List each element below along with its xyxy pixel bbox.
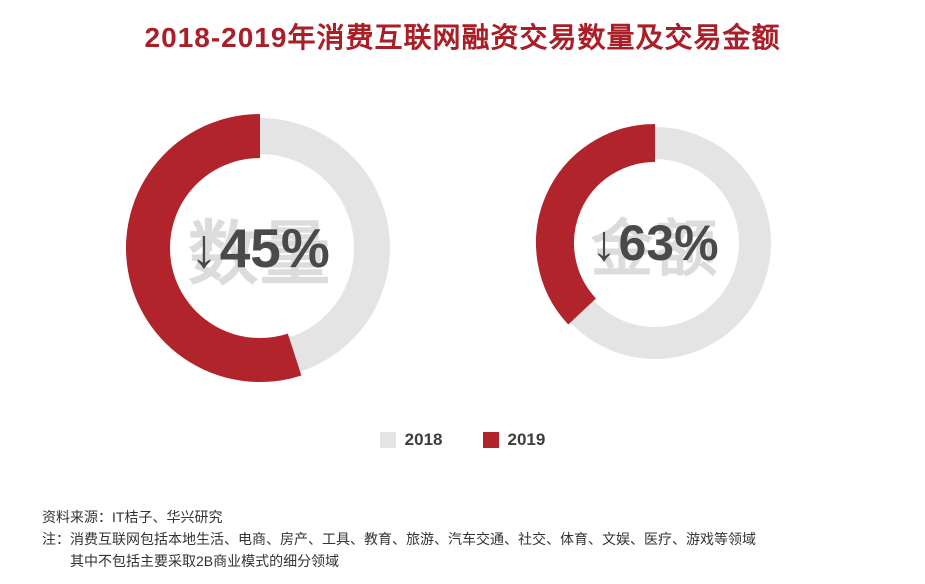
charts-row: 数量 ↓45% 金额 ↓63% [120, 108, 925, 388]
donut-chart-amount: 金额 ↓63% [530, 118, 780, 368]
donut-ring-quantity [126, 114, 390, 382]
legend-swatch-2019 [482, 432, 499, 448]
source-note: 资料来源：IT桔子、华兴研究 [42, 509, 223, 525]
legend-label-2018: 2018 [404, 430, 443, 449]
footnote-line1: 注：消费互联网包括本地生活、电商、房产、工具、教育、旅游、汽车交通、社交、体育、… [42, 531, 756, 547]
page-title: 2018-2019年消费互联网融资交易数量及交易金额 [144, 22, 781, 53]
footer: 资料来源：IT桔子、华兴研究 注：消费互联网包括本地生活、电商、房产、工具、教育… [42, 506, 905, 572]
footnote-line2: 其中不包括主要采取2B商业模式的细分领域 [70, 553, 340, 569]
legend-label-2019: 2019 [507, 430, 546, 449]
legend-item-2018: 2018 [379, 430, 443, 450]
donut-ring-amount [536, 124, 771, 359]
legend-item-2019: 2019 [482, 430, 546, 450]
chart-legend: 2018 2019 [0, 430, 925, 450]
donut-chart-quantity: 数量 ↓45% [120, 108, 400, 388]
legend-swatch-2018 [379, 432, 396, 448]
infographic-page: 2018-2019年消费互联网融资交易数量及交易金额 数量 ↓45% 金额 ↓6… [0, 16, 925, 569]
